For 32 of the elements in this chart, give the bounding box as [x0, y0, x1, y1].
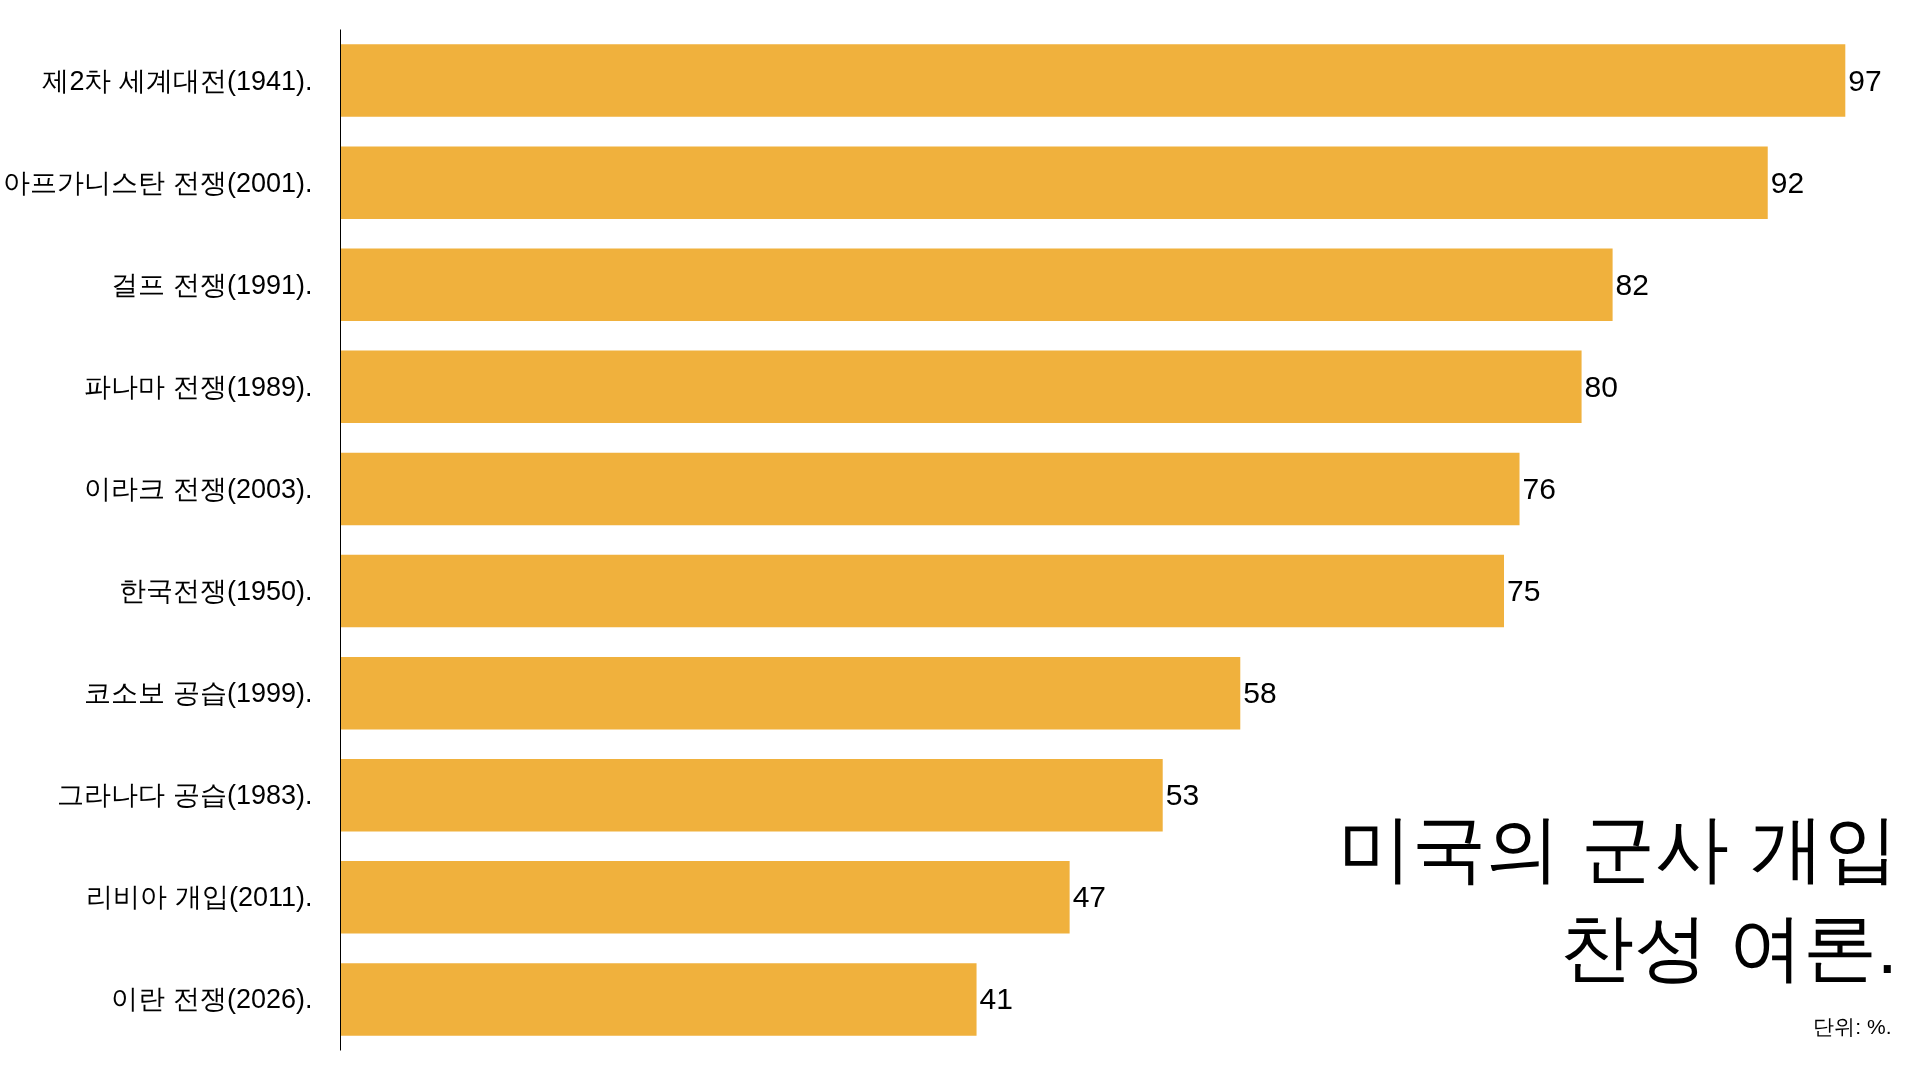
y-tick-label: 이란 전쟁(2026). [111, 984, 313, 1015]
y-tick-label: 파나마 전쟁(1989). [84, 371, 313, 402]
data-label: 97 [1848, 63, 1882, 97]
bar [340, 656, 1241, 730]
data-label: 41 [979, 982, 1013, 1016]
data-label: 53 [1165, 778, 1200, 812]
data-label: 47 [1072, 880, 1107, 914]
data-label: 82 [1615, 267, 1649, 301]
annotation: 단위: %. [1813, 1015, 1892, 1039]
bar [340, 963, 977, 1036]
data-label: 92 [1770, 165, 1805, 199]
y-tick-label: 그라나다 공습(1983). [57, 780, 313, 811]
bar [340, 759, 1163, 832]
data-label: 80 [1584, 369, 1618, 403]
y-tick-label: 제2차 세계대전(1941). [42, 65, 313, 96]
data-label: 75 [1507, 574, 1541, 608]
y-tick-label: 이라크 전쟁(2003). [84, 473, 313, 504]
bar [340, 554, 1505, 628]
y-tick-label: 걸프 전쟁(1991). [111, 269, 313, 300]
bar [340, 350, 1582, 424]
data-label: 58 [1243, 676, 1277, 710]
bar [340, 248, 1613, 321]
text: 미국의 군사 개입 찬성 여론. [1338, 806, 1898, 990]
bar [340, 452, 1520, 526]
data-label: 76 [1522, 471, 1556, 505]
y-tick-label: 한국전쟁(1950). [118, 576, 313, 607]
bar [340, 44, 1846, 117]
bar [340, 861, 1070, 934]
y-tick-label: 아프가니스탄 전쟁(2001). [3, 167, 313, 198]
y-tick-label: 코소보 공습(1999). [84, 678, 313, 709]
bar [340, 146, 1768, 219]
y-tick-label: 리비아 개입(2011). [86, 882, 313, 913]
